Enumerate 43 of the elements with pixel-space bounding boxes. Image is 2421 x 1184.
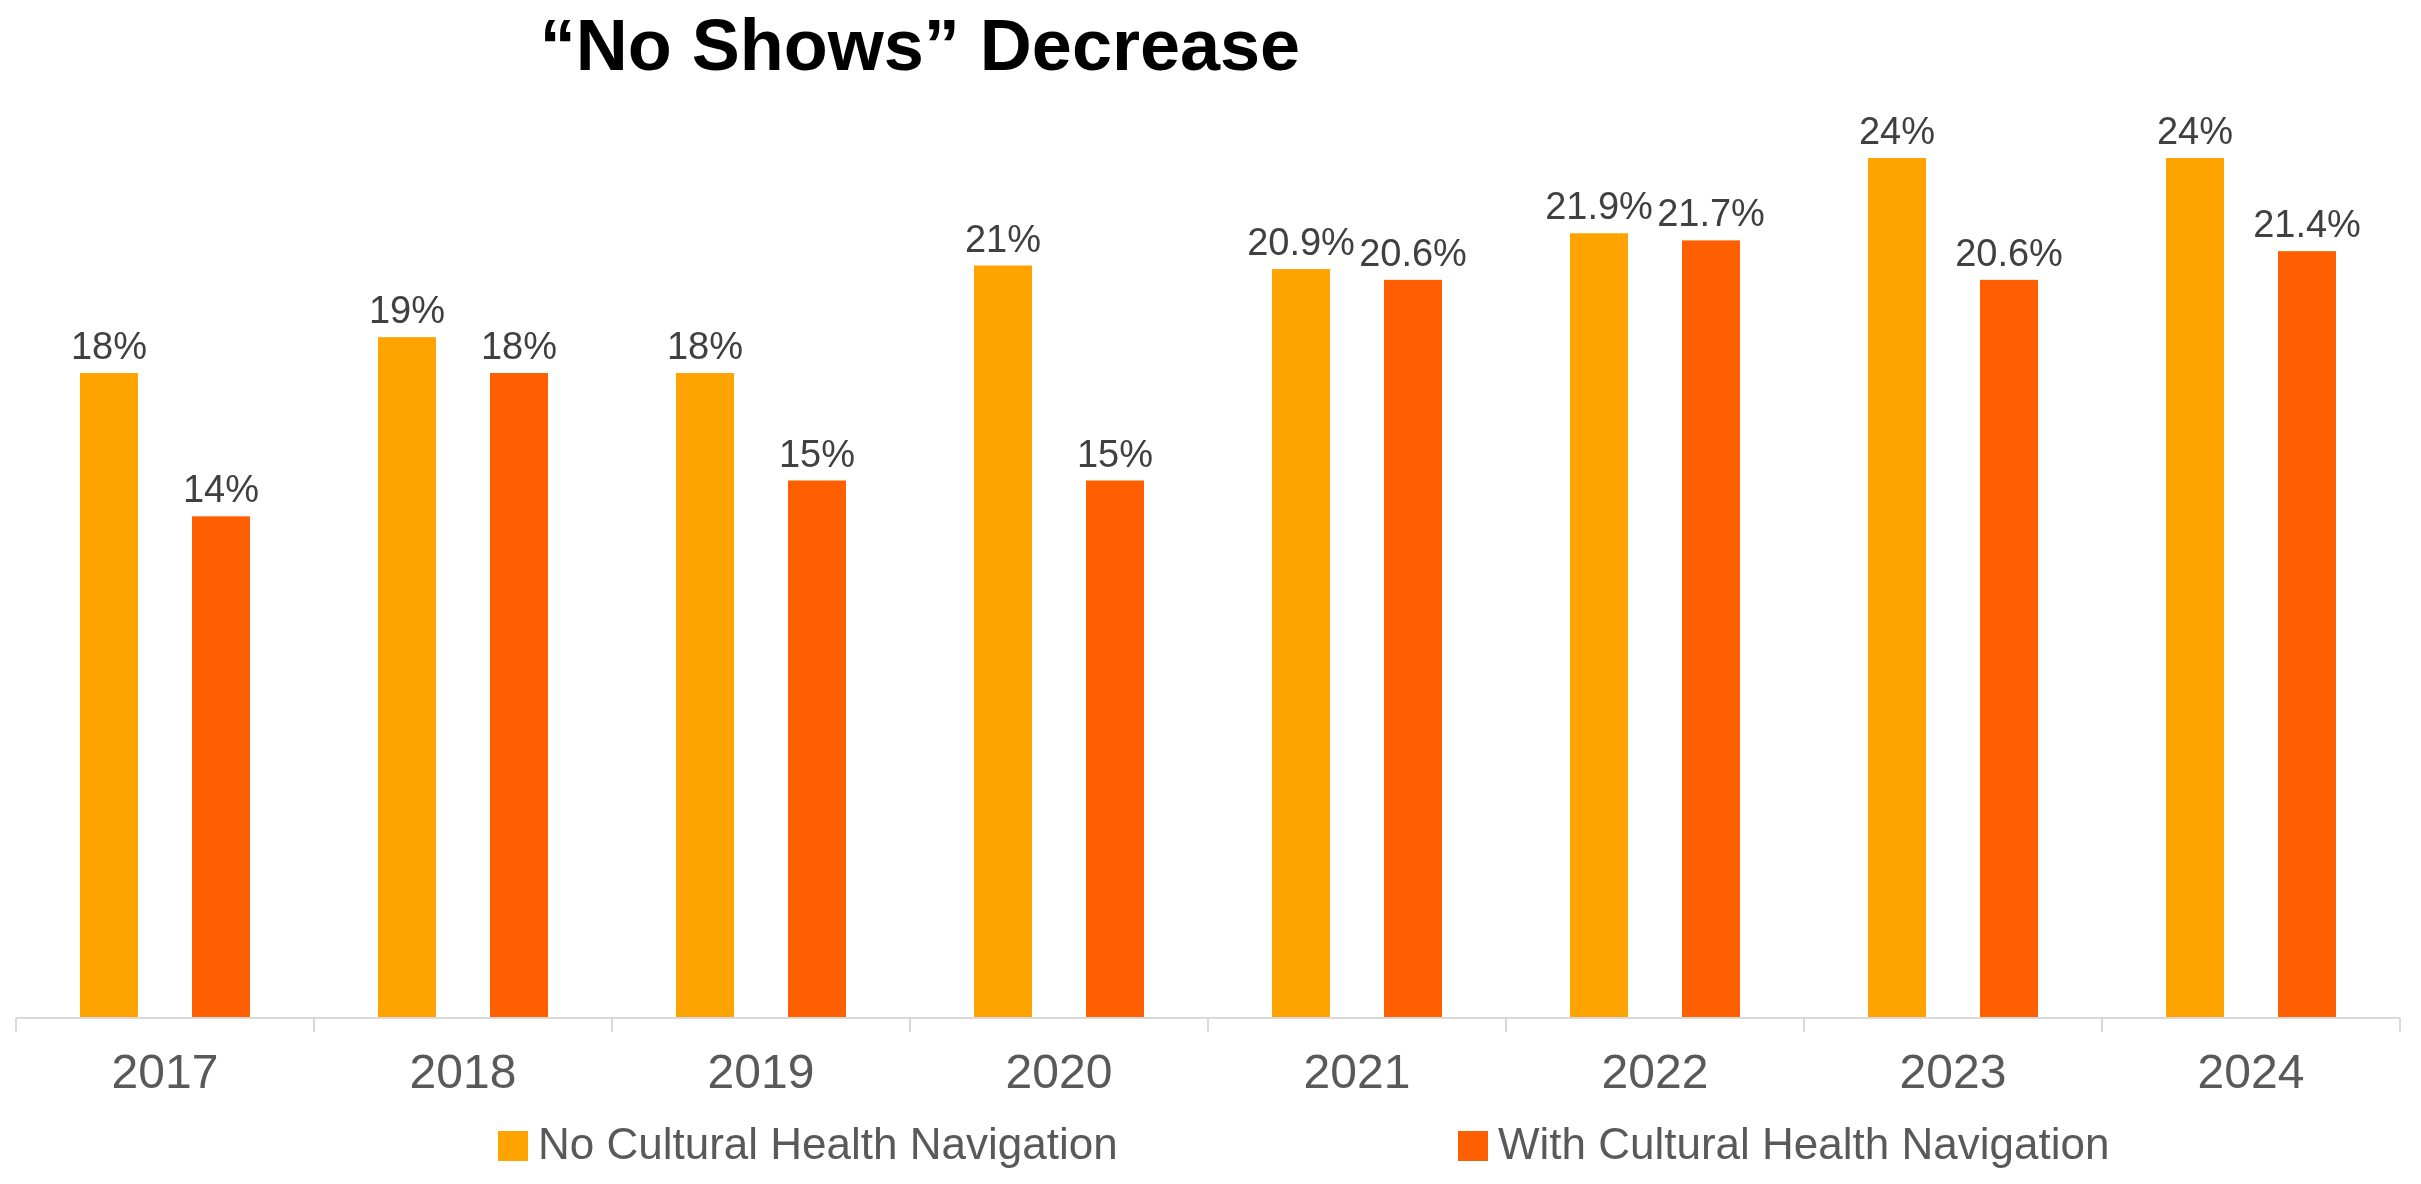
x-tick-label: 2018 [409, 1045, 517, 1098]
bar [974, 265, 1032, 1018]
bar [2166, 158, 2224, 1018]
legend-label: With Cultural Health Navigation [1498, 1119, 2110, 1168]
bar [192, 516, 250, 1018]
data-label: 20.9% [1247, 221, 1355, 264]
data-label: 20.6% [1359, 231, 1467, 274]
bar [80, 373, 138, 1018]
bar [378, 337, 436, 1018]
data-label: 24% [1858, 110, 1936, 152]
x-tick-label: 2023 [1899, 1045, 2007, 1098]
bar [788, 480, 846, 1018]
data-label: 15% [1076, 432, 1154, 475]
data-label: 24% [2156, 110, 2234, 152]
chart-title: “No Shows” Decrease [539, 5, 1301, 85]
bar [1570, 233, 1628, 1018]
data-label: 14% [182, 468, 260, 511]
data-label: 21% [964, 217, 1042, 260]
bar [2278, 251, 2336, 1018]
bar [1868, 158, 1926, 1018]
legend-label: No Cultural Health Navigation [538, 1119, 1118, 1168]
bar [1980, 279, 2038, 1018]
bar [1384, 279, 1442, 1018]
bar [1272, 269, 1330, 1018]
data-label: 19% [368, 289, 446, 332]
data-label: 18% [70, 325, 148, 367]
bar [1086, 480, 1144, 1018]
data-label: 15% [778, 432, 856, 475]
data-label: 18% [480, 325, 558, 367]
data-label: 21.4% [2253, 203, 2361, 246]
data-label: 18% [666, 325, 744, 367]
data-label: 21.9% [1545, 185, 1653, 228]
bar [490, 373, 548, 1018]
x-tick-label: 2024 [2197, 1045, 2305, 1098]
x-tick-label: 2019 [707, 1045, 815, 1098]
data-label: 21.7% [1657, 192, 1765, 235]
x-tick-label: 2022 [1601, 1045, 1709, 1098]
data-label: 20.6% [1955, 231, 2063, 274]
x-tick-label: 2020 [1005, 1045, 1113, 1098]
x-tick-label: 2021 [1303, 1045, 1411, 1098]
bar [1682, 240, 1740, 1018]
bar [676, 373, 734, 1018]
x-tick-label: 2017 [111, 1045, 219, 1098]
